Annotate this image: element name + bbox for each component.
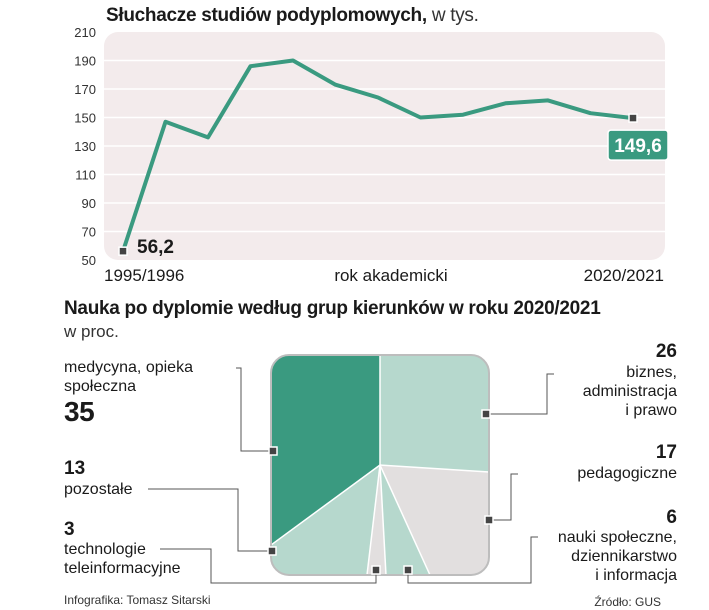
segment-pedagogiczne xyxy=(380,465,489,575)
marker-pedagogiczne xyxy=(484,515,494,525)
y-tick-label: 70 xyxy=(82,225,96,240)
leader-markers xyxy=(267,409,494,575)
y-tick-label: 170 xyxy=(74,82,96,97)
treemap-frame xyxy=(270,354,490,576)
label-medycyna: medycyna, opieka społeczna xyxy=(64,358,193,396)
y-tick-label: 90 xyxy=(82,196,96,211)
footer-author: Infografika: Tomasz Sitarski xyxy=(64,593,211,607)
data-point-marker xyxy=(118,246,128,256)
marker-biznes xyxy=(481,409,491,419)
treemap-unit: w proc. xyxy=(64,322,119,341)
segment-biznes xyxy=(380,355,489,472)
y-tick-label: 50 xyxy=(82,253,96,268)
label-nauki: nauki społeczne, dziennikarstwo i inform… xyxy=(558,528,677,585)
marker-pozostale xyxy=(267,546,277,556)
value-biznes: 26 xyxy=(655,341,677,362)
treemap-segments xyxy=(271,355,489,575)
line-chart-title-text: Słuchacze studiów podyplomowych, xyxy=(106,5,427,26)
value-medycyna: 35 xyxy=(64,396,95,427)
segment-medycyna xyxy=(271,355,380,545)
line-series xyxy=(121,58,635,254)
value-technologie: 3 xyxy=(64,519,75,540)
x-axis-label: rok akademicki xyxy=(334,266,447,285)
label-pedagogiczne: pedagogiczne xyxy=(577,465,677,482)
line-chart-points xyxy=(118,113,638,256)
y-tick-label: 190 xyxy=(74,54,96,69)
first-value-label: 56,2 xyxy=(137,237,174,258)
label-biznes-line2: administracja xyxy=(582,383,677,400)
segment-pozostale xyxy=(271,465,380,575)
marker-medycyna xyxy=(268,446,278,456)
line-chart-gridlines xyxy=(104,59,665,233)
leader-lines xyxy=(148,367,554,584)
label-nauki-line3: i informacja xyxy=(595,567,677,584)
footer-source: Źródło: GUS xyxy=(594,595,661,609)
value-pedagogiczne: 17 xyxy=(655,442,677,463)
marker-technologie xyxy=(371,565,381,575)
label-nauki-line1: nauki społeczne, xyxy=(557,529,677,546)
last-value-badge-bg xyxy=(607,129,669,161)
line-chart-unit: w tys. xyxy=(431,5,479,26)
label-nauki-line2: dziennikarstwo xyxy=(571,548,677,565)
label-biznes-line1: biznes, xyxy=(626,364,677,381)
line-chart-title: Słuchacze studiów podyplomowych, w tys. xyxy=(106,5,479,27)
y-tick-label: 130 xyxy=(74,139,96,154)
last-value-label: 149,6 xyxy=(614,136,662,157)
value-nauki: 6 xyxy=(666,507,677,528)
marker-nauki xyxy=(403,565,413,575)
x-last-label: 2020/2021 xyxy=(584,266,664,285)
line-chart: 210 190 170 150 130 110 90 70 50 56,2 149,6 1995… xyxy=(74,25,669,285)
last-value-badge: 149,6 xyxy=(607,129,669,161)
label-biznes-line3: i prawo xyxy=(625,402,677,419)
label-pozostale: pozostałe xyxy=(64,481,133,498)
treemap-title: Nauka po dyplomie według grup kierunków … xyxy=(64,298,601,319)
y-tick-label: 210 xyxy=(74,25,96,40)
line-chart-y-ticks: 210 190 170 150 130 110 90 70 50 xyxy=(74,25,96,268)
label-medycyna-line2: społeczna xyxy=(64,378,137,395)
y-tick-label: 110 xyxy=(75,168,96,183)
label-medycyna-line1: medycyna, opieka xyxy=(64,359,193,376)
y-tick-label: 150 xyxy=(74,111,96,126)
label-technologie-line2: teleinformacyjne xyxy=(64,560,181,577)
label-technologie-line1: technologie xyxy=(64,541,146,558)
x-first-label: 1995/1996 xyxy=(104,266,184,285)
label-biznes: biznes, administracja i prawo xyxy=(583,363,677,420)
data-point-marker xyxy=(628,113,638,123)
label-technologie: technologie teleinformacyjne xyxy=(64,540,181,578)
value-pozostale: 13 xyxy=(64,458,86,479)
